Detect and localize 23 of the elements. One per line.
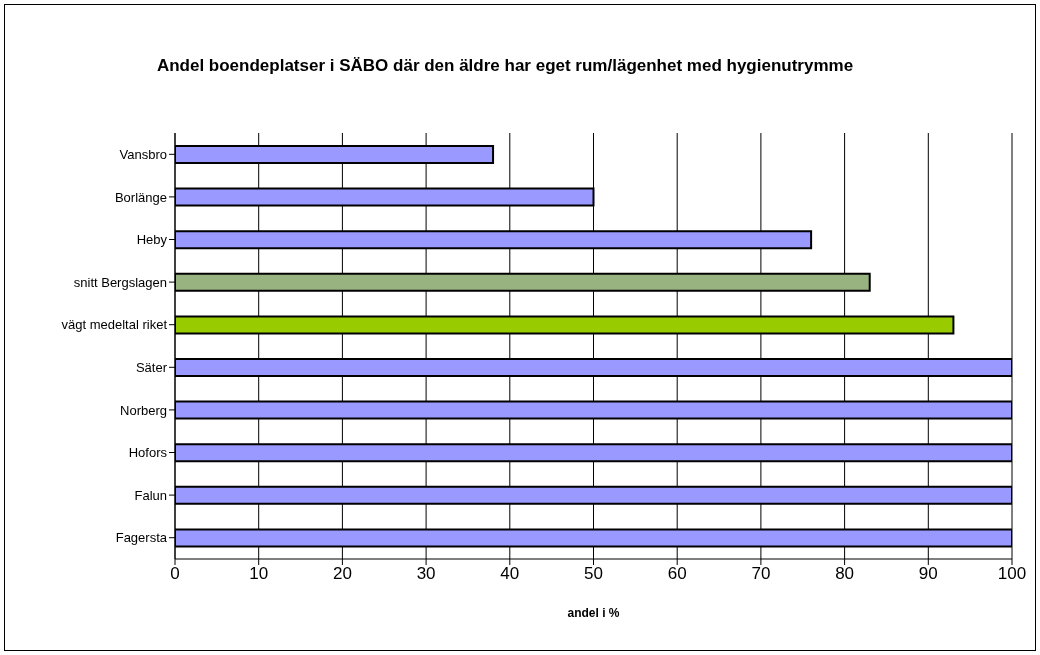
x-tick-label: 80	[835, 564, 855, 584]
x-tick-label: 50	[584, 564, 603, 584]
x-tick-label: 100	[997, 564, 1027, 584]
y-tick-label: Norberg	[120, 402, 167, 418]
x-axis-title: andel i %	[566, 606, 621, 620]
y-tick-label: snitt Bergslagen	[73, 274, 167, 290]
y-tick-label: Säter	[135, 359, 168, 375]
y-tick-label: Borlänge	[114, 189, 167, 205]
x-tick-label: 70	[751, 564, 771, 584]
x-tick-label: 90	[918, 564, 938, 584]
x-tick-label: 60	[667, 564, 687, 584]
x-tick-label: 40	[500, 564, 520, 584]
y-tick-label: Vansbro	[119, 146, 167, 162]
y-tick-label: Falun	[134, 487, 167, 503]
y-tick-label: Fagersta	[115, 530, 168, 546]
x-tick-label: 30	[416, 564, 436, 584]
x-tick-label: 20	[332, 564, 352, 584]
x-tick-label: 10	[249, 564, 269, 584]
x-tick-label: 0	[170, 564, 180, 584]
y-tick-label: Heby	[136, 232, 168, 248]
chart-title: Andel boendeplatser i SÄBO där den äldre har eget rum/lägenhet med hygienutrymme	[155, 55, 855, 77]
y-tick-label: vägt medeltal riket	[61, 317, 168, 333]
y-tick-label: Hofors	[128, 445, 168, 461]
